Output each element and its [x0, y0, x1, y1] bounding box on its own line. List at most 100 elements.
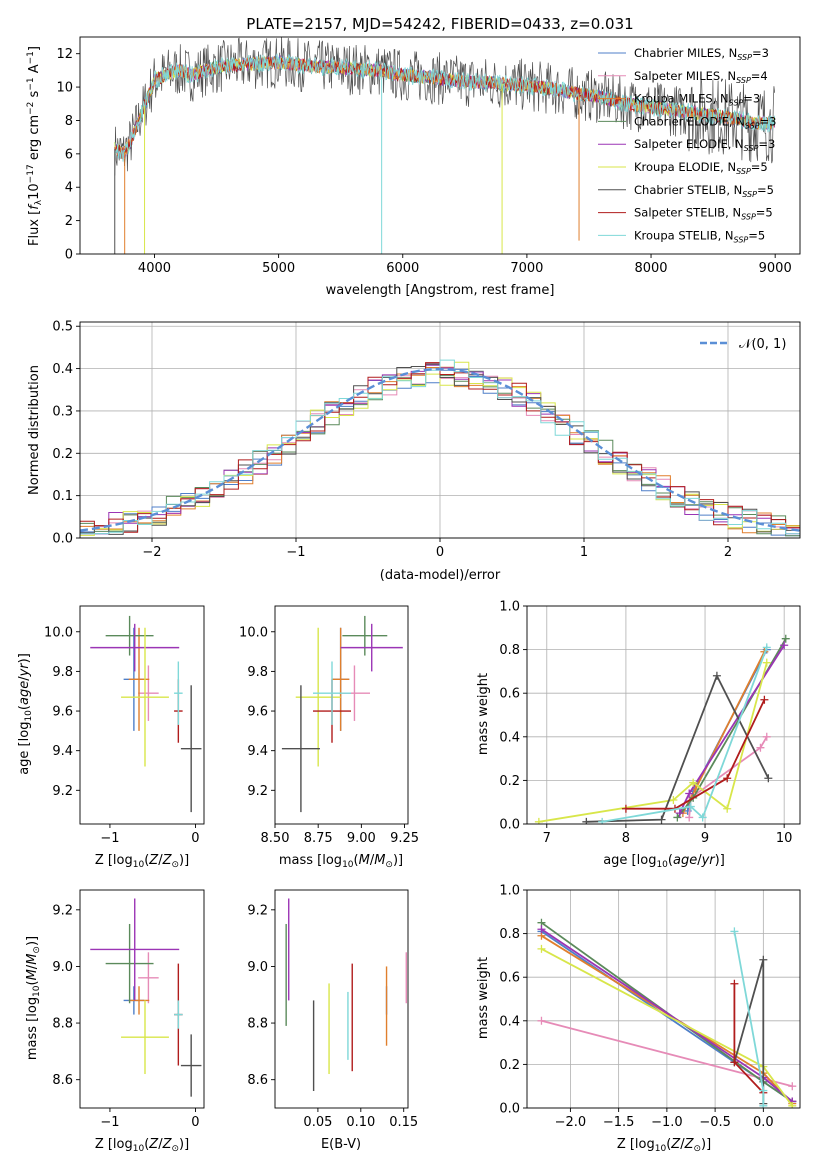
y-axis-label: Normed distribution — [27, 365, 42, 495]
y-tick-label: 9.8 — [52, 665, 73, 680]
legend-end: =3 — [760, 114, 777, 128]
x-tick-label: 9.25 — [390, 831, 419, 846]
x-tick-label: 0 — [191, 1115, 199, 1130]
x-tick-label: −2 — [142, 545, 161, 560]
legend-end: =5 — [748, 228, 765, 242]
y-tick-label: 0.4 — [52, 362, 73, 377]
weight-line-7 — [625, 699, 766, 810]
y-tick-label: 0.4 — [499, 1014, 520, 1029]
legend-sub: SSP — [736, 167, 751, 176]
weight-marker — [730, 927, 739, 936]
axes-frame — [526, 605, 801, 825]
weight-marker — [598, 817, 607, 824]
label-part: 10 — [655, 1144, 667, 1154]
frame-massweight_vs_Z: −2.0 −1.5 −1.0 −0.5 0.0 0.0 0.2 0.4 0.6 0.8 1.0 — [499, 884, 801, 1130]
axes-age_vs_Z: −1 0 9.2 9.4 9.6 9.8 10.0 — [44, 605, 205, 846]
frame-age_vs_Z: −1 0 9.2 9.4 9.6 9.8 10.0 — [44, 605, 205, 846]
x-tick-label: 8000 — [634, 261, 667, 276]
y-tick-label: 0.5 — [52, 320, 73, 335]
label-part: / — [25, 964, 40, 969]
y-tick-label: 0.0 — [499, 818, 520, 833]
label-part: Z — [162, 853, 173, 868]
x-tick-label: 8.75 — [304, 831, 333, 846]
legend-sub: SSP — [729, 99, 744, 108]
label-part: 10 — [342, 860, 354, 870]
frame-mass_vs_EBV: 0.05 0.10 0.15 8.6 8.8 9.0 9.2 — [247, 889, 418, 1130]
label-part: ⊙ — [171, 860, 179, 870]
legend-end: =3 — [758, 137, 775, 151]
weight-marker — [689, 778, 698, 787]
label-part: ⊙ — [693, 1144, 701, 1154]
x-tick-label: −2.0 — [555, 1115, 587, 1130]
x-tick-label: 0.05 — [303, 1115, 332, 1130]
y-tick-label: 1.0 — [499, 884, 520, 899]
legend-text: Kroupa MILES, N — [634, 92, 729, 106]
y-tick-label: 0.0 — [499, 1102, 520, 1117]
y-tick-label: 0.8 — [499, 927, 520, 942]
y-tick-label: 8 — [65, 114, 73, 129]
y-tick-label: 0.2 — [52, 447, 73, 462]
x-axis-label: (data-model)/error — [380, 568, 501, 583]
legend-text: Chabrier MILES, N — [634, 46, 737, 60]
legend-label: Chabrier ELODIE, NSSP=3 — [634, 114, 776, 130]
weight-marker — [759, 1086, 768, 1095]
label-part: mass [log — [25, 997, 40, 1060]
spectrum-line-7 — [114, 56, 776, 159]
label-part: )] — [17, 653, 32, 663]
label-part: / — [158, 853, 163, 868]
weight-marker — [723, 774, 732, 783]
y-tick-label: 0.1 — [52, 489, 73, 504]
label-part: −1 — [26, 51, 36, 64]
y-tick-label: 6 — [65, 147, 73, 162]
label-part: ( — [17, 705, 32, 710]
label-part: f — [27, 203, 42, 210]
label-part: Z [log — [95, 1137, 133, 1152]
y-tick-label: 0.4 — [499, 730, 520, 745]
legend-sub: SSP — [736, 76, 751, 85]
plot-area-massweight_vs_Z — [537, 918, 797, 1108]
label-part: A — [27, 64, 42, 77]
x-tick-label: 0.15 — [389, 1115, 418, 1130]
label-part: Z — [162, 1137, 173, 1152]
label-part: erg cm — [27, 115, 42, 164]
label-part: 10 — [32, 985, 42, 997]
x-tick-label: 9 — [701, 831, 709, 846]
legend-text: Chabrier STELIB, N — [634, 183, 742, 197]
normal-legend-label: 𝒩(0, 1) — [739, 337, 786, 352]
label-part: λ — [34, 199, 44, 205]
y-tick-label: 8.8 — [247, 1017, 268, 1032]
x-tick-label: 0 — [436, 545, 444, 560]
x-tick-label: 9000 — [759, 261, 792, 276]
axes-age_vs_mass: 8.50 8.75 9.00 9.25 9.2 9.4 9.6 9.8 10.0 — [239, 605, 419, 846]
legend-sub: SSP — [744, 144, 759, 153]
y-tick-label: 8.6 — [247, 1073, 268, 1088]
label-part: Flux [ — [27, 210, 42, 246]
weight-marker — [686, 802, 695, 811]
x-tick-label: −0.5 — [699, 1115, 731, 1130]
label-part: )] — [179, 853, 189, 868]
normal-legend: 𝒩(0, 1) — [700, 337, 786, 352]
label-part: 10 — [24, 710, 34, 722]
label-part: ] — [27, 46, 42, 51]
y-tick-label: 1.0 — [499, 600, 520, 615]
y-tick-label: 9.0 — [247, 960, 268, 975]
label-part: Z — [148, 1137, 159, 1152]
weight-marker — [657, 815, 666, 824]
x-axis-label: E(B-V) — [321, 1137, 361, 1152]
x-tick-label: 9.00 — [347, 831, 376, 846]
x-tick-label: 6000 — [386, 261, 419, 276]
y-tick-label: 0.6 — [499, 971, 520, 986]
x-tick-label: 8.50 — [261, 831, 290, 846]
label-part: −1 — [26, 77, 36, 90]
label-part: ( — [354, 853, 359, 868]
weight-marker — [698, 813, 707, 822]
weight-marker — [760, 695, 769, 704]
label-part: −2 — [26, 102, 36, 115]
frame-residuals: −2 −1 0 1 2 0.0 0.1 0.2 0.3 0.4 0.5 — [52, 320, 801, 560]
x-tick-label: −1.5 — [603, 1115, 635, 1130]
frame-spectrum: 4000 5000 6000 7000 8000 9000 0 2 4 6 8 10 12 — [56, 36, 801, 276]
frame-massweight_vs_age: 7 8 9 10 0.0 0.2 0.4 0.6 0.8 1.0 — [499, 600, 801, 846]
weight-marker — [762, 732, 771, 741]
weight-line-7 — [733, 983, 764, 1094]
weight-marker — [788, 1082, 797, 1091]
